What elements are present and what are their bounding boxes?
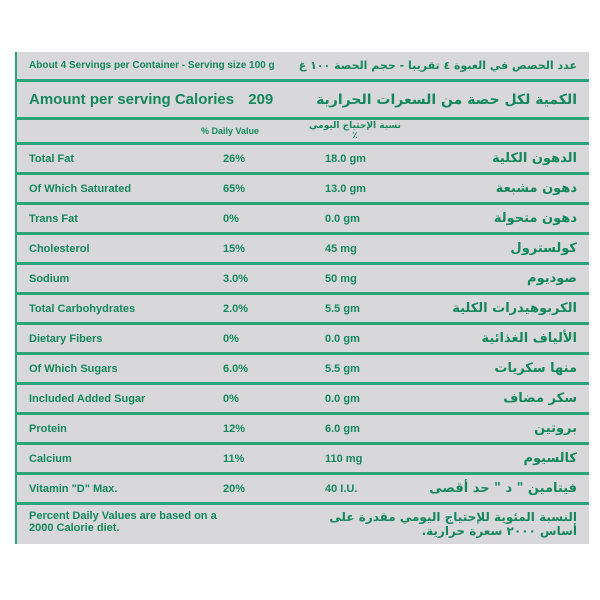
nutrient-percent: 0% — [223, 332, 239, 345]
footer-ar: النسبة المئوية للإحتياج اليومي مقدرة على… — [329, 510, 577, 538]
servings-en: About 4 Servings per Container - Serving… — [29, 60, 275, 71]
nutrient-name: Total Fat — [29, 152, 75, 165]
nutrient-amount: 5.5 gm — [325, 362, 360, 375]
nutrient-name: Sodium — [29, 272, 70, 285]
nutrient-amount: 40 I.U. — [325, 482, 358, 495]
servings-ar: عدد الحصص في العبوة ٤ تقريبا - حجم الحصة… — [298, 59, 577, 72]
nutrient-amount: 0.0 gm — [325, 212, 360, 225]
nutrient-name-ar: منها سكريات — [494, 361, 577, 376]
footer-en-2: 2000 Calorie diet. — [29, 522, 120, 534]
footer-ar-1: النسبة المئوية للإحتياج اليومي مقدرة على — [329, 510, 577, 524]
nutrient-name-ar: دهون متحولة — [493, 211, 577, 226]
nutrient-name-ar: الدهون الكلية — [491, 151, 577, 166]
daily-value-row: % Daily Value نسبة الإحتياج اليومي ٪ — [17, 120, 589, 145]
nutrient-percent: 15% — [223, 242, 246, 255]
calories-value: 209 — [248, 91, 274, 108]
amount-ar: الكمية لكل حصة من السعرات الحرارية — [316, 91, 577, 108]
nutrient-percent: 2.0% — [223, 302, 249, 315]
nutrient-row: Protein 12% 6.0 gm بروتين — [17, 415, 589, 445]
nutrient-percent: 3.0% — [223, 272, 249, 285]
nutrient-amount: 110 mg — [325, 452, 363, 465]
nutrient-name: Total Carbohydrates — [29, 302, 136, 315]
nutrient-percent: 0% — [223, 392, 239, 405]
nutrient-row: Sodium 3.0% 50 mg صوديوم — [17, 265, 589, 295]
nutrient-row: Of Which Sugars 6.0% 5.5 gm منها سكريات — [17, 355, 589, 385]
amount-en: Amount per serving Calories — [29, 91, 235, 108]
nutrient-name-ar: الكربوهيدرات الكلية — [452, 301, 577, 316]
nutrient-name: Dietary Fibers — [29, 332, 103, 345]
daily-value-en: % Daily Value — [201, 126, 260, 136]
nutrient-percent: 11% — [223, 452, 245, 465]
nutrient-percent: 20% — [223, 482, 246, 495]
nutrient-rows: Total Fat 26% 18.0 gm الدهون الكلية Of Wh… — [17, 145, 589, 505]
nutrient-name: Vitamin "D" Max. — [29, 482, 118, 495]
nutrient-name: Trans Fat — [29, 212, 78, 225]
nutrient-name: Included Added Sugar — [29, 392, 146, 405]
calories-row: Amount per serving Calories 209 الكمية ل… — [17, 82, 589, 120]
nutrient-amount: 0.0 gm — [325, 332, 360, 345]
nutrient-amount: 0.0 gm — [325, 392, 360, 405]
nutrient-amount: 50 mg — [325, 272, 357, 285]
nutrient-name-ar: بروتين — [534, 421, 577, 436]
servings-row: About 4 Servings per Container - Serving… — [17, 52, 589, 82]
footer: Percent Daily Values are based on a 2000… — [17, 505, 589, 544]
nutrient-row: Included Added Sugar 0% 0.0 gm سكر مضاف — [17, 385, 589, 415]
footer-ar-2: أساس ٢٠٠٠ سعرة حرارية. — [421, 524, 577, 538]
nutrient-percent: 6.0% — [223, 362, 249, 375]
nutrient-name-ar: كولسترول — [510, 241, 577, 256]
nutrient-name: Cholesterol — [29, 242, 90, 255]
nutrient-name-ar: دهون مشبعة — [495, 181, 577, 196]
nutrient-amount: 45 mg — [325, 242, 357, 255]
nutrient-row: Cholesterol 15% 45 mg كولسترول — [17, 235, 589, 265]
nutrient-name: Protein — [29, 422, 67, 435]
footer-en-1: Percent Daily Values are based on a — [29, 510, 217, 522]
daily-value-ar: نسبة الإحتياج اليومي ٪ — [309, 121, 401, 141]
nutrient-amount: 6.0 gm — [325, 422, 360, 435]
nutrient-percent: 26% — [223, 152, 246, 165]
nutrient-name-ar: فيتامين " د " حد أقصى — [429, 481, 577, 496]
nutrient-percent: 65% — [223, 182, 246, 195]
nutrient-row: Vitamin "D" Max. 20% 40 I.U. فيتامين " د… — [17, 475, 589, 505]
nutrient-row: Total Carbohydrates 2.0% 5.5 gm الكربوهي… — [17, 295, 589, 325]
nutrient-amount: 5.5 gm — [325, 302, 360, 315]
amount-en-group: Amount per serving Calories 209 — [29, 91, 273, 108]
nutrient-name-ar: سكر مضاف — [503, 391, 577, 406]
nutrient-name: Of Which Sugars — [29, 362, 118, 375]
nutrient-name-ar: كالسيوم — [523, 451, 577, 466]
nutrient-amount: 13.0 gm — [325, 182, 366, 195]
footer-en: Percent Daily Values are based on a 2000… — [29, 510, 217, 538]
nutrient-row: Dietary Fibers 0% 0.0 gm الألياف الغذائي… — [17, 325, 589, 355]
nutrition-label: About 4 Servings per Container - Serving… — [15, 52, 589, 544]
nutrient-row: Total Fat 26% 18.0 gm الدهون الكلية — [17, 145, 589, 175]
nutrient-name-ar: الألياف الغذائية — [481, 331, 577, 346]
nutrient-row: Of Which Saturated 65% 13.0 gm دهون مشبع… — [17, 175, 589, 205]
nutrient-name: Of Which Saturated — [29, 182, 132, 195]
nutrient-name: Calcium — [29, 452, 72, 465]
nutrient-row: Calcium 11% 110 mg كالسيوم — [17, 445, 589, 475]
nutrient-percent: 0% — [223, 212, 239, 225]
nutrient-percent: 12% — [223, 422, 246, 435]
nutrient-name-ar: صوديوم — [527, 271, 577, 286]
nutrient-row: Trans Fat 0% 0.0 gm دهون متحولة — [17, 205, 589, 235]
nutrient-amount: 18.0 gm — [325, 152, 366, 165]
